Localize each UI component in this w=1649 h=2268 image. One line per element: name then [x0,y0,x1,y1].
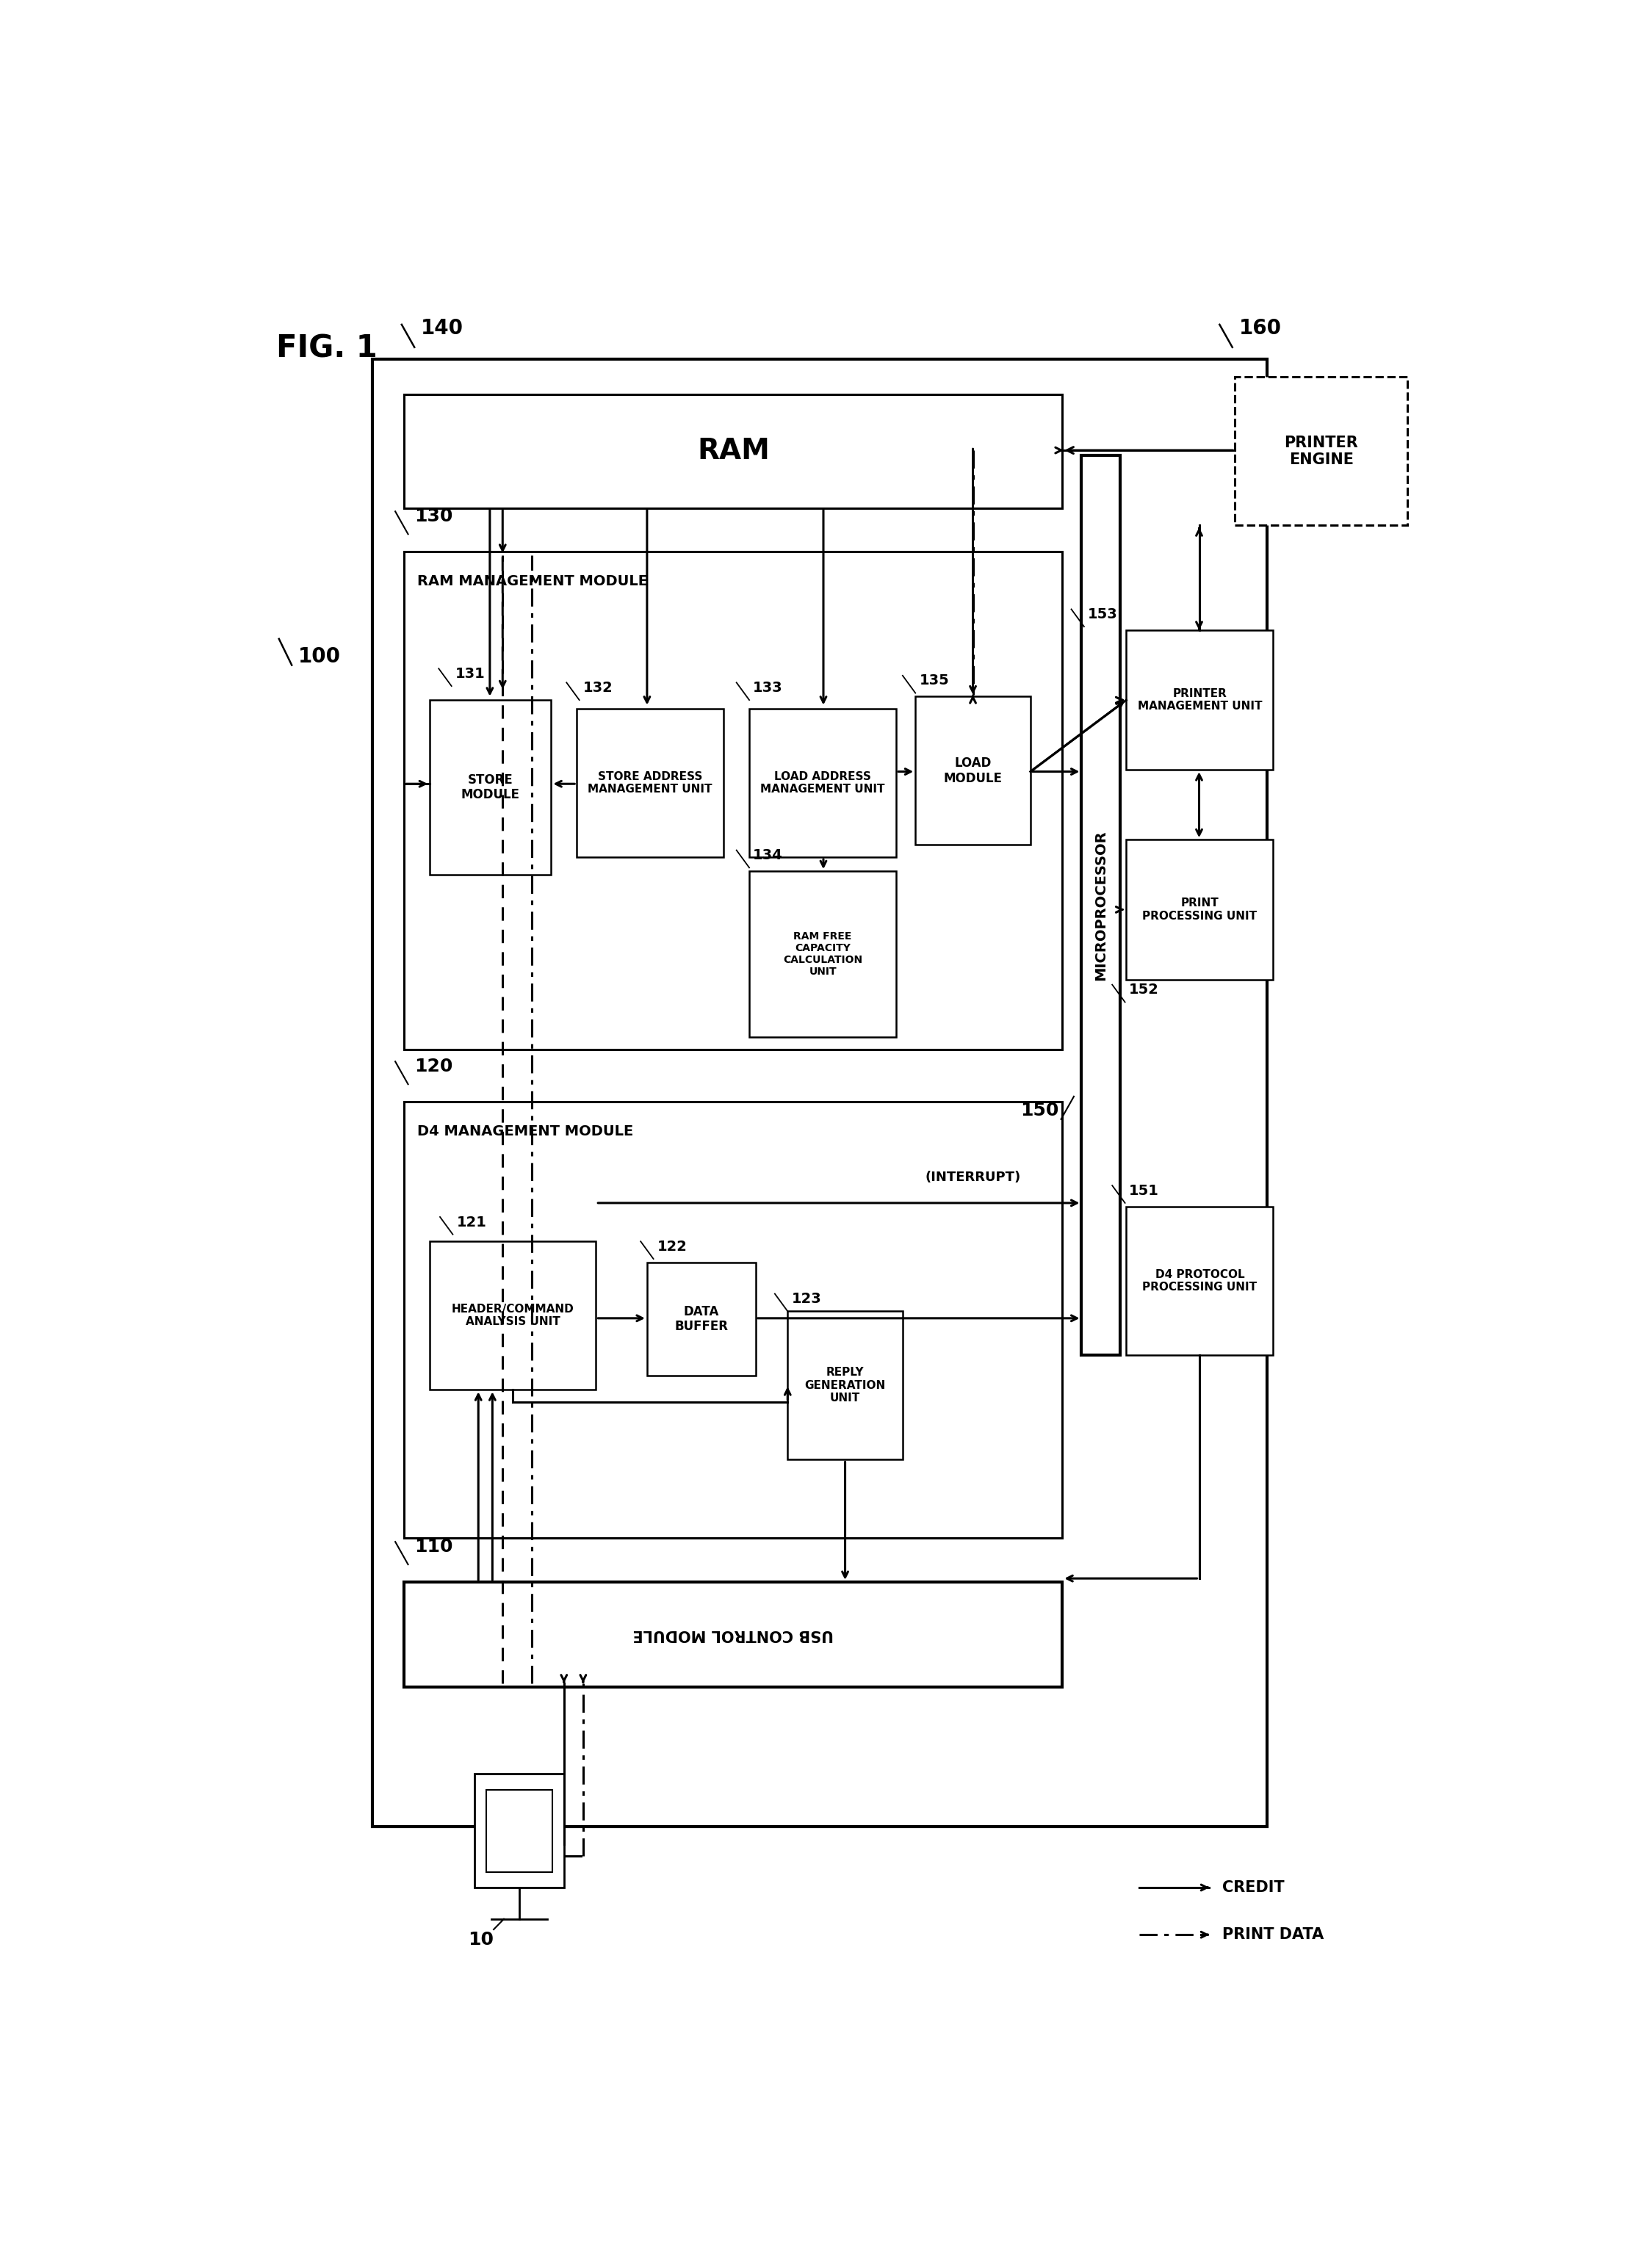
Text: D4 MANAGEMENT MODULE: D4 MANAGEMENT MODULE [417,1125,633,1139]
Text: 132: 132 [584,680,613,694]
Text: 150: 150 [1021,1102,1059,1118]
Text: PRINTER
ENGINE: PRINTER ENGINE [1285,435,1359,467]
Text: MICROPROCESSOR: MICROPROCESSOR [1093,830,1108,980]
Text: CREDIT: CREDIT [1222,1880,1285,1894]
Text: USB CONTROL MODULE: USB CONTROL MODULE [633,1626,834,1642]
Text: PRINT
PROCESSING UNIT: PRINT PROCESSING UNIT [1143,898,1257,921]
Text: RAM FREE
CAPACITY
CALCULATION
UNIT: RAM FREE CAPACITY CALCULATION UNIT [783,932,862,978]
Text: 134: 134 [754,848,783,862]
FancyBboxPatch shape [1126,1207,1273,1354]
Text: 135: 135 [918,674,950,687]
Text: PRINTER
MANAGEMENT UNIT: PRINTER MANAGEMENT UNIT [1138,687,1261,712]
Text: DATA
BUFFER: DATA BUFFER [674,1304,729,1334]
Text: 140: 140 [420,318,463,338]
FancyBboxPatch shape [1126,631,1273,769]
FancyBboxPatch shape [404,395,1062,508]
Text: RAM MANAGEMENT MODULE: RAM MANAGEMENT MODULE [417,574,648,587]
Text: RAM: RAM [698,438,770,465]
FancyBboxPatch shape [788,1311,902,1461]
Text: 130: 130 [414,508,453,526]
FancyBboxPatch shape [486,1789,552,1871]
FancyBboxPatch shape [404,551,1062,1050]
FancyBboxPatch shape [373,358,1266,1826]
Text: 10: 10 [468,1932,493,1948]
Text: 120: 120 [414,1057,453,1075]
Text: 152: 152 [1130,982,1159,998]
Text: LOAD
MODULE: LOAD MODULE [943,758,1003,785]
FancyBboxPatch shape [915,696,1031,846]
FancyBboxPatch shape [577,708,724,857]
Text: 110: 110 [414,1538,453,1556]
FancyBboxPatch shape [1126,839,1273,980]
Text: 100: 100 [298,646,341,667]
Text: FIG. 1: FIG. 1 [277,333,378,365]
Text: LOAD ADDRESS
MANAGEMENT UNIT: LOAD ADDRESS MANAGEMENT UNIT [760,771,886,794]
Text: 131: 131 [455,667,485,680]
Text: (INTERRUPT): (INTERRUPT) [925,1170,1021,1184]
FancyBboxPatch shape [430,701,551,875]
Text: 160: 160 [1238,318,1281,338]
FancyBboxPatch shape [404,1102,1062,1538]
Text: STORE ADDRESS
MANAGEMENT UNIT: STORE ADDRESS MANAGEMENT UNIT [589,771,712,794]
Text: STORE
MODULE: STORE MODULE [462,773,519,801]
Text: PRINT DATA: PRINT DATA [1222,1928,1324,1941]
Text: 123: 123 [792,1293,821,1306]
Text: 133: 133 [754,680,783,694]
Text: 121: 121 [457,1216,486,1229]
FancyBboxPatch shape [646,1263,755,1377]
FancyBboxPatch shape [1082,456,1120,1354]
Text: REPLY
GENERATION
UNIT: REPLY GENERATION UNIT [805,1368,886,1404]
Text: 122: 122 [658,1241,688,1254]
Text: HEADER/COMMAND
ANALYSIS UNIT: HEADER/COMMAND ANALYSIS UNIT [452,1304,574,1327]
Text: D4 PROTOCOL
PROCESSING UNIT: D4 PROTOCOL PROCESSING UNIT [1143,1268,1257,1293]
FancyBboxPatch shape [749,708,897,857]
FancyBboxPatch shape [1235,376,1408,526]
FancyBboxPatch shape [749,871,897,1036]
FancyBboxPatch shape [404,1583,1062,1687]
Text: 153: 153 [1088,608,1118,621]
Text: 151: 151 [1130,1184,1159,1198]
FancyBboxPatch shape [475,1774,564,1887]
FancyBboxPatch shape [430,1241,595,1390]
